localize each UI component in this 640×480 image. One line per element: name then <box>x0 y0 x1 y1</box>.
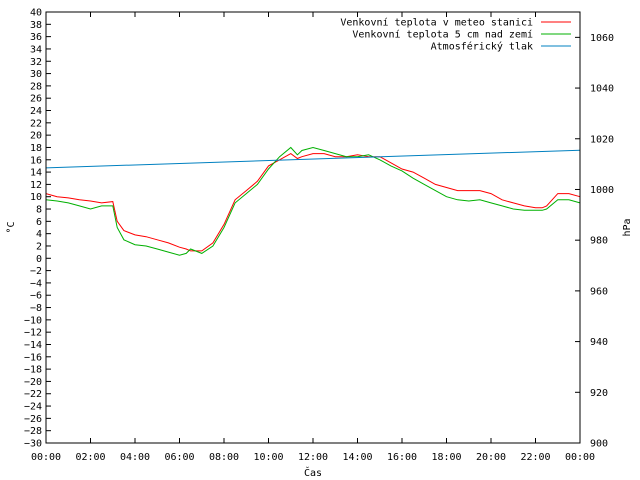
right-tick-label: 1000 <box>590 185 614 196</box>
left-tick-label: 32 <box>30 57 42 68</box>
right-tick-label: 1020 <box>590 134 614 145</box>
left-tick-label: −16 <box>24 352 42 363</box>
x-tick-label: 00:00 <box>565 452 595 463</box>
x-tick-label: 06:00 <box>164 452 194 463</box>
left-tick-label: 0 <box>36 254 42 265</box>
x-tick-label: 08:00 <box>209 452 239 463</box>
left-tick-label: −30 <box>24 439 42 450</box>
series-lines <box>45 146 581 256</box>
legend-label-1: Venkovní teplota v meteo stanici <box>340 17 533 29</box>
left-tick-label: 26 <box>30 94 42 105</box>
x-tick-label: 12:00 <box>298 452 328 463</box>
left-tick-label: −22 <box>24 389 42 400</box>
x-tick-label: 14:00 <box>342 452 372 463</box>
x-axis-tick-labels: 00:00 02:00 04:00 06:00 08:00 10:00 12:00 14:00… <box>31 452 595 463</box>
left-tick-label: −28 <box>24 426 42 437</box>
plot-frame <box>45 11 581 444</box>
right-tick-label: 960 <box>590 286 608 297</box>
right-tick-label: 920 <box>590 388 608 399</box>
left-tick-label: −8 <box>30 303 42 314</box>
x-tick-label: 00:00 <box>31 452 61 463</box>
x-tick-label: 22:00 <box>520 452 550 463</box>
left-tick-label: 24 <box>30 106 42 117</box>
series-line-2 <box>45 146 581 256</box>
left-tick-label: 8 <box>36 205 42 216</box>
left-tick-label: −14 <box>24 340 42 351</box>
left-tick-label: 40 <box>30 8 42 19</box>
x-tick-label: 10:00 <box>253 452 283 463</box>
left-tick-label: 36 <box>30 32 42 43</box>
series-line-1 <box>45 153 581 252</box>
y-axis-label-left: °C <box>6 221 17 233</box>
left-tick-label: 6 <box>36 217 42 228</box>
left-axis-tick-labels: −30−28−26−24−22−20−18−16−14−12−10−8−6−4−… <box>24 8 42 450</box>
left-tick-label: 28 <box>30 81 42 92</box>
left-tick-label: 12 <box>30 180 42 191</box>
left-tick-label: 2 <box>36 241 42 252</box>
left-tick-label: 30 <box>30 69 42 80</box>
x-axis-label: Čas <box>304 466 322 479</box>
left-tick-label: 22 <box>30 118 42 129</box>
left-tick-label: −12 <box>24 328 42 339</box>
left-tick-label: 14 <box>30 168 42 179</box>
x-tick-label: 18:00 <box>431 452 461 463</box>
left-tick-label: 18 <box>30 143 42 154</box>
right-axis-tick-labels: 900 920 940 960 980 1000 1020 1040 1060 <box>590 33 614 450</box>
y-axis-label-right: hPa <box>622 218 633 236</box>
x-tick-label: 04:00 <box>120 452 150 463</box>
left-tick-label: −2 <box>30 266 42 277</box>
series-line-3 <box>45 149 581 169</box>
left-tick-label: −4 <box>30 278 42 289</box>
left-tick-label: −10 <box>24 315 42 326</box>
left-tick-label: 4 <box>36 229 42 240</box>
left-tick-label: 34 <box>30 44 42 55</box>
left-tick-label: 16 <box>30 155 42 166</box>
left-tick-label: 38 <box>30 20 42 31</box>
x-tick-label: 16:00 <box>387 452 417 463</box>
left-tick-label: −18 <box>24 365 42 376</box>
tick-marks <box>45 11 581 444</box>
x-tick-label: 20:00 <box>476 452 506 463</box>
left-tick-label: 10 <box>30 192 42 203</box>
left-tick-label: 20 <box>30 131 42 142</box>
legend: Venkovní teplota v meteo staniciVenkovní… <box>340 17 571 53</box>
right-tick-label: 900 <box>590 439 608 450</box>
left-tick-label: −24 <box>24 402 42 413</box>
left-tick-label: −26 <box>24 414 42 425</box>
right-tick-label: 940 <box>590 337 608 348</box>
legend-label-2: Venkovní teplota 5 cm nad zemí <box>352 29 533 41</box>
left-tick-label: −6 <box>30 291 42 302</box>
right-tick-label: 980 <box>590 236 608 247</box>
left-tick-label: −20 <box>24 377 42 388</box>
right-tick-label: 1040 <box>590 84 614 95</box>
legend-label-3: Atmosférický tlak <box>431 41 533 53</box>
right-tick-label: 1060 <box>590 33 614 44</box>
x-tick-label: 02:00 <box>75 452 105 463</box>
